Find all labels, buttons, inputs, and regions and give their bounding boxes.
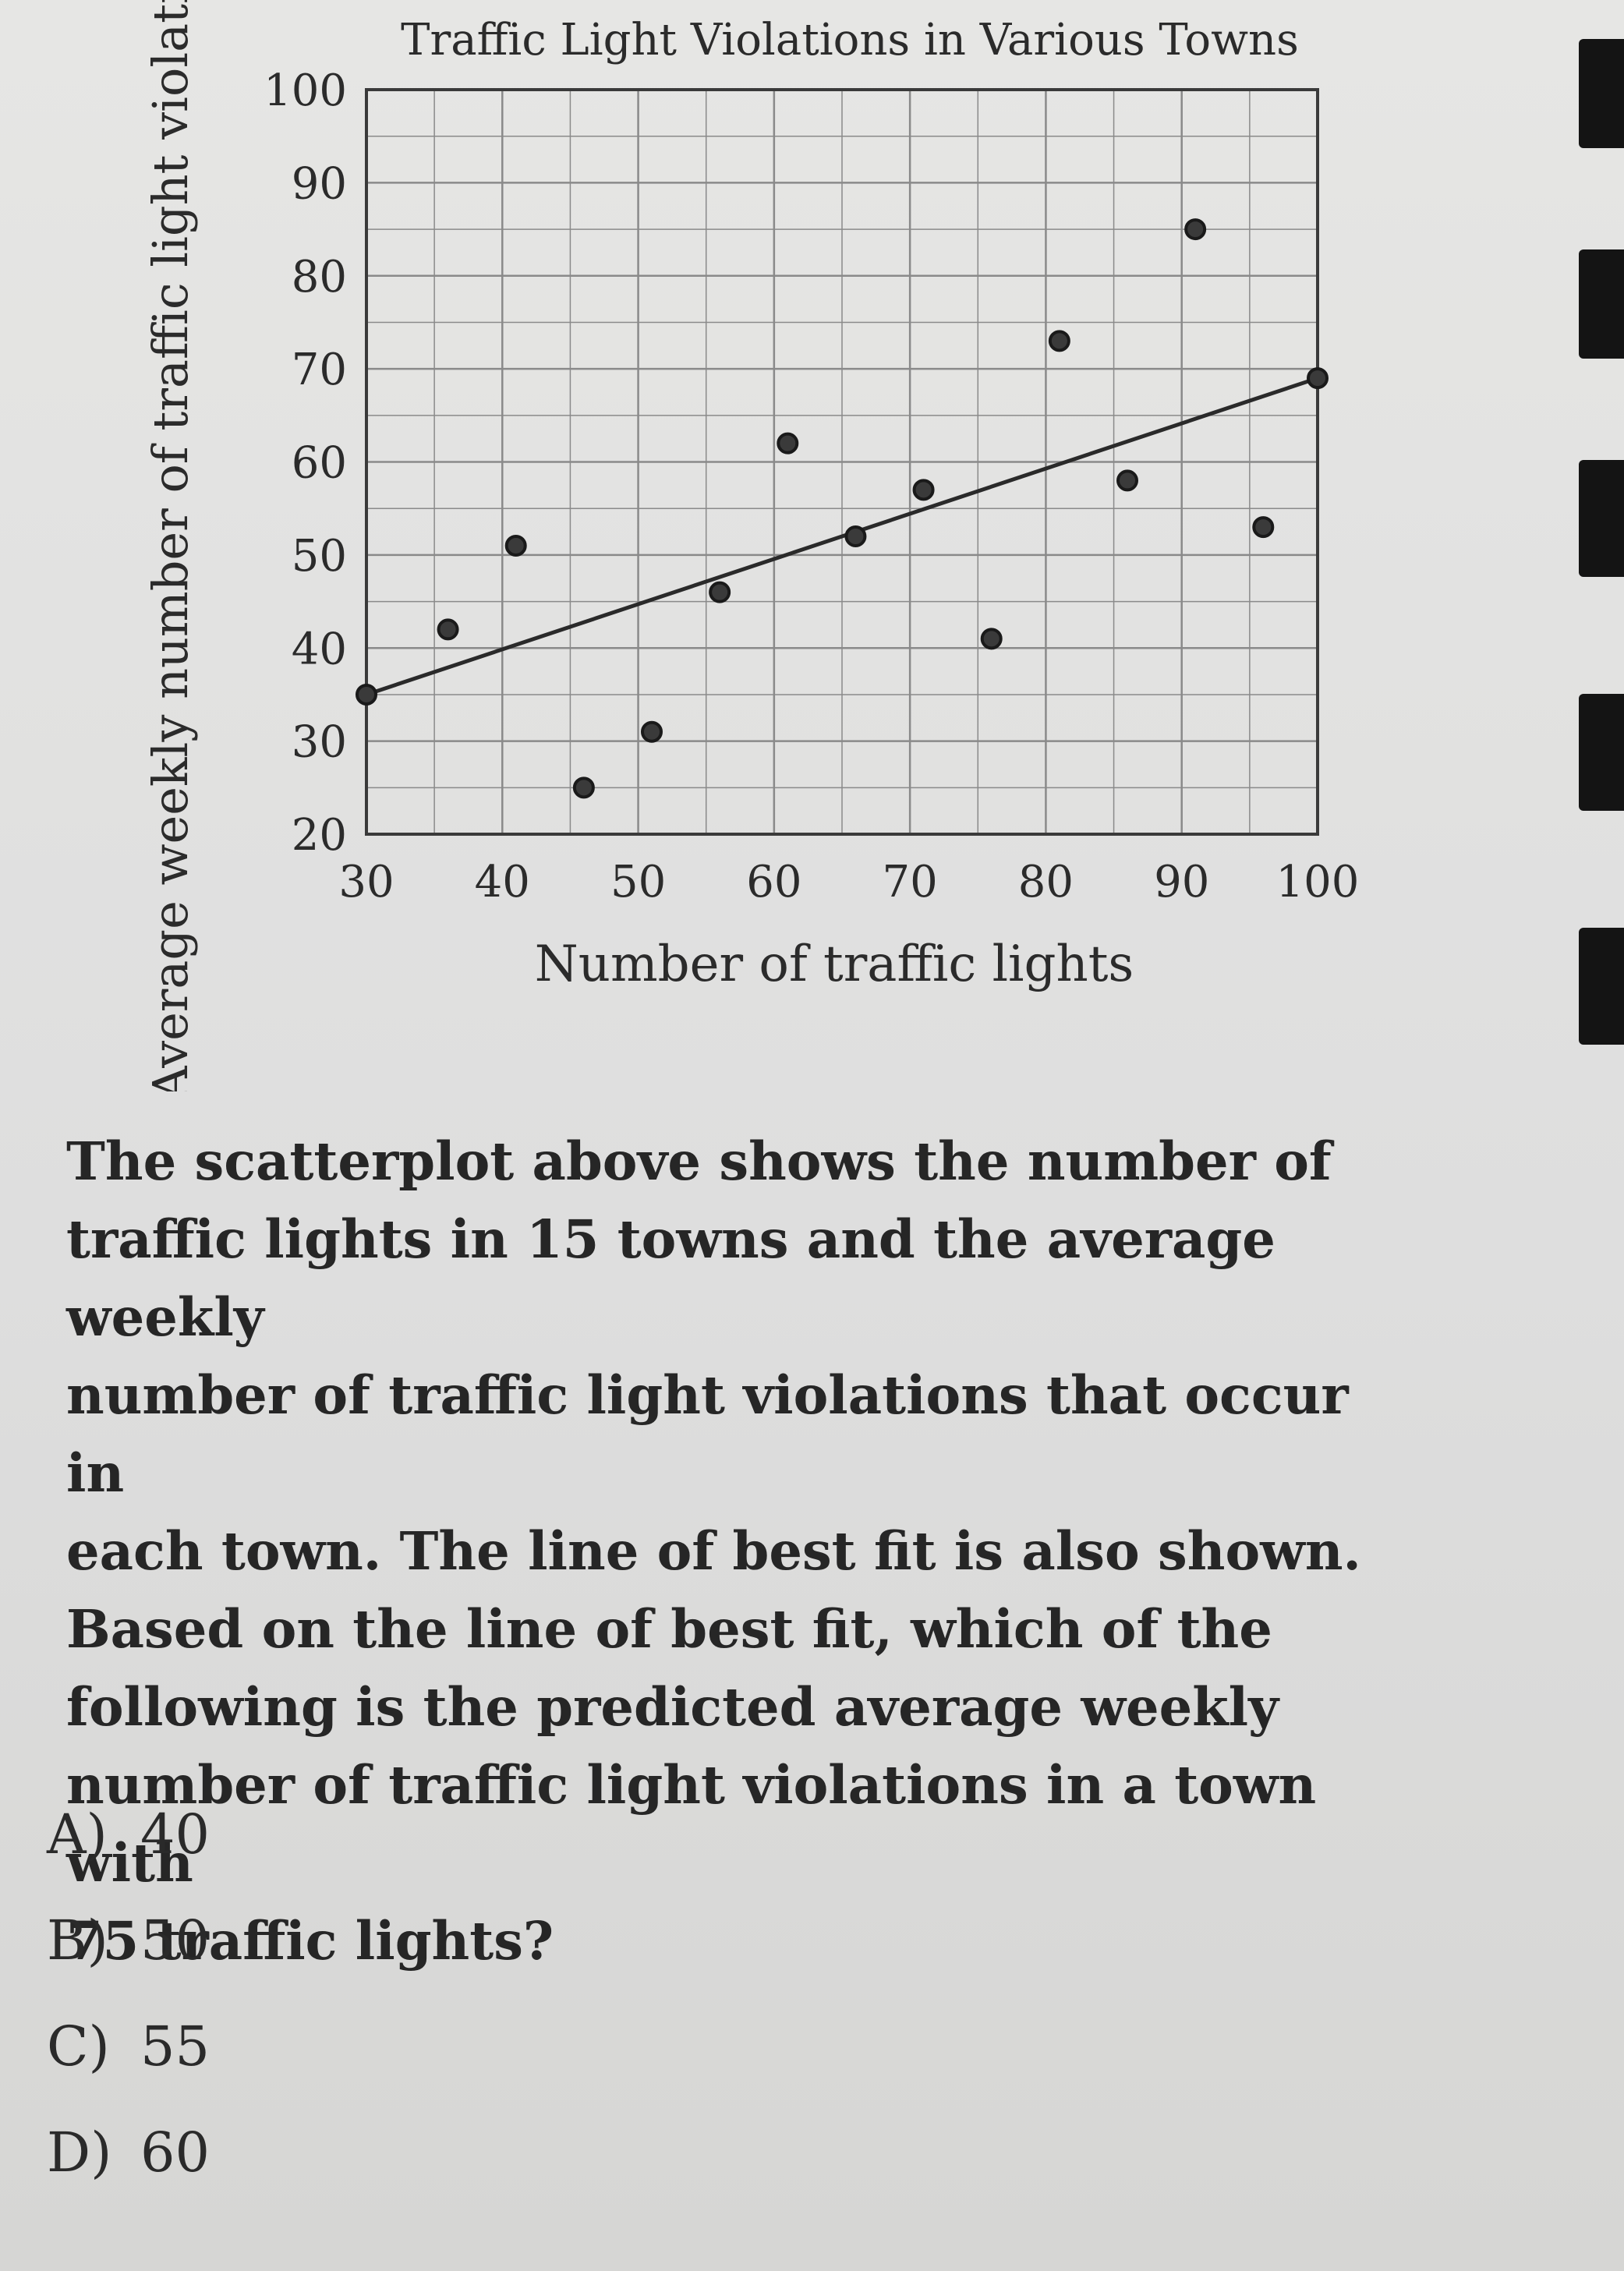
y-tick-label: 70 (292, 345, 347, 395)
x-tick-label: 80 (1018, 857, 1074, 907)
binder-tab (1579, 694, 1624, 811)
choice-letter: C) (47, 2015, 110, 2078)
question-text: The scatterplot above shows the number o… (66, 1123, 1407, 1980)
y-tick-label: 30 (292, 717, 347, 768)
choice-letter: A) (47, 1802, 108, 1866)
binder-tab (1579, 460, 1624, 577)
choice-value: 60 (140, 2121, 211, 2184)
data-point (980, 628, 1003, 650)
choice-a[interactable]: A) 40 (47, 1781, 210, 1887)
x-tick-label: 100 (1276, 857, 1360, 907)
binder-tab (1579, 928, 1624, 1045)
choice-letter: D) (47, 2121, 112, 2184)
choice-c[interactable]: C) 55 (47, 1993, 210, 2099)
binder-tab (1579, 39, 1624, 148)
question-line: following is the predicted average weekl… (66, 1676, 1279, 1738)
data-point (1116, 469, 1138, 492)
data-point (777, 432, 799, 455)
data-point (844, 525, 867, 547)
question-line: number of traffic light violations that … (66, 1364, 1349, 1504)
y-tick-label: 20 (292, 810, 347, 861)
chart-title: Traffic Light Violations in Various Town… (401, 15, 1299, 65)
question-line: number of traffic light violations in a … (66, 1754, 1317, 1894)
question-line: The scatterplot above shows the number o… (66, 1130, 1332, 1192)
grid-layer (365, 88, 1319, 836)
choice-value: 40 (140, 1802, 211, 1866)
x-tick-label: 60 (746, 857, 801, 907)
y-tick-label: 50 (292, 531, 347, 582)
data-point (572, 776, 595, 799)
x-tick-label: 50 (610, 857, 666, 907)
x-tick-label: 30 (338, 857, 394, 907)
question-line: 75 traffic lights? (66, 1910, 554, 1972)
data-point (504, 534, 527, 557)
data-point (437, 618, 459, 641)
points-layer (356, 218, 1329, 799)
choice-value: 55 (140, 2015, 211, 2078)
data-point (709, 581, 731, 603)
question-line: each town. The line of best fit is also … (66, 1520, 1361, 1582)
x-tick-label: 90 (1154, 857, 1209, 907)
data-point (1307, 367, 1329, 390)
question-line: Based on the line of best fit, which of … (66, 1598, 1272, 1660)
y-tick-label: 100 (264, 65, 347, 116)
data-point (356, 683, 377, 706)
choice-b[interactable]: B) 50 (47, 1887, 210, 1993)
data-point (641, 720, 663, 743)
data-point (1048, 330, 1070, 352)
binder-tab (1579, 249, 1624, 359)
x-axis-label: Number of traffic lights (535, 936, 1134, 993)
choice-value: 50 (140, 1908, 211, 1972)
choice-letter: B) (47, 1908, 108, 1972)
y-axis-label: Average weekly number of traffic light v… (142, 0, 199, 1091)
question-line: traffic lights in 15 towns and the avera… (66, 1208, 1275, 1348)
y-tick-label: 90 (292, 158, 347, 209)
plot-frame (365, 88, 1319, 836)
answer-choices: A) 40 B) 50 C) 55 D) 60 (47, 1781, 210, 2206)
y-tick-label: 80 (292, 252, 347, 302)
best-fit-line (366, 376, 1318, 697)
y-tick-label: 40 (292, 624, 347, 674)
choice-d[interactable]: D) 60 (47, 2099, 210, 2206)
data-point (1252, 516, 1275, 539)
data-point (912, 479, 935, 501)
x-tick-label: 40 (475, 857, 530, 907)
data-point (1184, 218, 1207, 241)
y-tick-label: 60 (292, 438, 347, 489)
x-tick-label: 70 (883, 857, 938, 907)
